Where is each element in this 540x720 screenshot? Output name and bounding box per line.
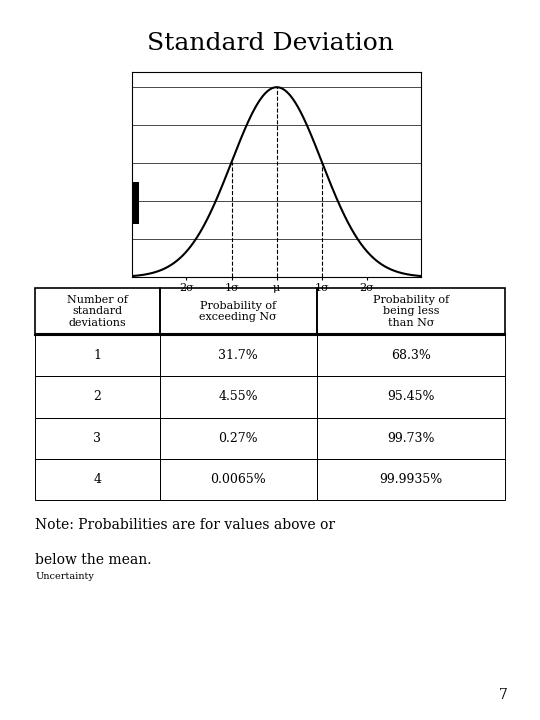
Text: Uncertainty: Uncertainty (35, 572, 94, 582)
Text: Standard Deviation: Standard Deviation (146, 32, 394, 55)
Text: 99.9935%: 99.9935% (379, 473, 443, 486)
Bar (35, 335, 160, 376)
Bar (317, 288, 505, 335)
Text: 4: 4 (93, 473, 102, 486)
Text: 7: 7 (499, 688, 508, 702)
Text: below the mean.: below the mean. (35, 553, 152, 567)
Text: 99.73%: 99.73% (387, 432, 435, 445)
Text: 1: 1 (93, 349, 102, 362)
Bar (35, 418, 160, 459)
Bar (160, 418, 317, 459)
Text: Note: Probabilities are for values above or: Note: Probabilities are for values above… (35, 518, 335, 532)
Text: Probability of
exceeding Nσ: Probability of exceeding Nσ (199, 300, 277, 322)
Text: 0.0065%: 0.0065% (211, 473, 266, 486)
Bar (133, 182, 139, 224)
Text: 31.7%: 31.7% (218, 349, 258, 362)
Bar (160, 459, 317, 500)
Bar (35, 459, 160, 500)
Bar (35, 288, 160, 335)
Text: 3: 3 (93, 432, 102, 445)
Text: 0.27%: 0.27% (219, 432, 258, 445)
Text: Probability of
being less
than Nσ: Probability of being less than Nσ (373, 294, 449, 328)
Text: 68.3%: 68.3% (391, 349, 431, 362)
Bar (160, 335, 317, 376)
Bar (35, 376, 160, 418)
Bar (317, 335, 505, 376)
Bar (160, 376, 317, 418)
Text: 4.55%: 4.55% (219, 390, 258, 403)
Bar (317, 459, 505, 500)
Bar (317, 418, 505, 459)
Bar (160, 288, 317, 335)
Text: 95.45%: 95.45% (387, 390, 435, 403)
Bar (317, 376, 505, 418)
Text: 2: 2 (93, 390, 102, 403)
Text: Number of
standard
deviations: Number of standard deviations (67, 294, 128, 328)
